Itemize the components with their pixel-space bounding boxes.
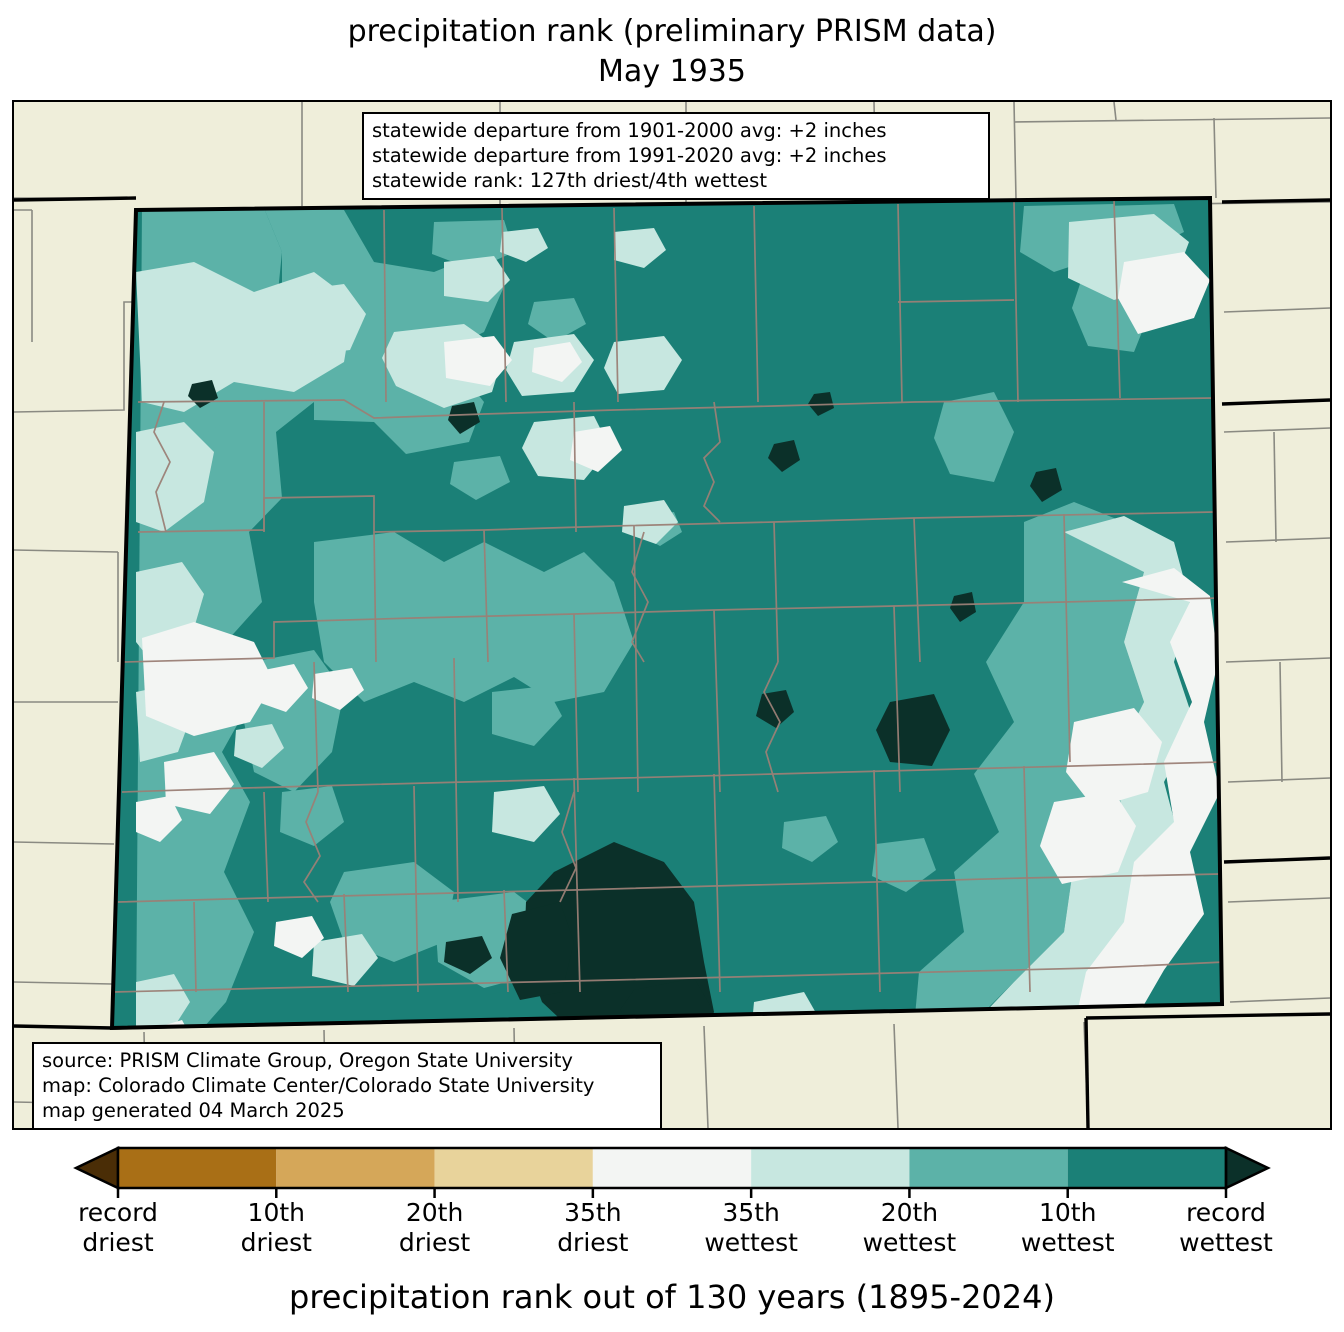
statewide-stats-box: statewide departure from 1901-2000 avg: …: [362, 112, 990, 200]
colorbar-segment-4: [751, 1148, 910, 1188]
colorbar-label-2-top: 20th: [405, 1198, 464, 1227]
colorbar-arrow-record-driest: [73, 1146, 120, 1190]
colorbar-label-5: 20th wettest: [819, 1198, 999, 1258]
source-line-1: source: PRISM Climate Group, Oregon Stat…: [42, 1049, 573, 1072]
colorbar-label-4: 35th wettest: [661, 1198, 841, 1258]
source-line-2: map: Colorado Climate Center/Colorado St…: [42, 1074, 595, 1097]
colorbar-label-3-bottom: driest: [557, 1228, 629, 1257]
colorbar-label-0-top: record: [78, 1198, 158, 1227]
colorbar-label-6-bottom: wettest: [1020, 1228, 1115, 1257]
colorado-precipitation-rank-map: [14, 102, 1330, 1128]
colorbar-label-1-top: 10th: [247, 1198, 306, 1227]
colorbar-label-3: 35th driest: [503, 1198, 683, 1258]
colorbar-label-0-bottom: driest: [82, 1228, 154, 1257]
colorbar-label-7: record wettest: [1136, 1198, 1316, 1258]
colorbar-label-2: 20th driest: [345, 1198, 525, 1258]
colorbar-label-0: record driest: [28, 1198, 208, 1258]
colorbar-segment-3: [592, 1148, 752, 1188]
title-line-2: May 1935: [598, 54, 746, 89]
page-title: precipitation rank (preliminary PRISM da…: [0, 12, 1344, 92]
colorbar-label-5-top: 20th: [880, 1198, 939, 1227]
colorbar-segment-6: [1067, 1148, 1226, 1188]
source-credits-box: source: PRISM Climate Group, Oregon Stat…: [32, 1042, 662, 1130]
colorbar: record driest 10th driest 20th driest 35th drie…: [0, 1140, 1344, 1270]
fill-record-wettest: [188, 380, 1062, 1028]
county-borders: [113, 199, 1222, 993]
map-frame: [12, 100, 1332, 1130]
colorbar-label-5-bottom: wettest: [862, 1228, 957, 1257]
colorbar-segment-0: [118, 1148, 277, 1188]
colorbar-label-4-top: 35th: [722, 1198, 780, 1227]
source-line-3: map generated 04 March 2025: [42, 1099, 345, 1122]
colorbar-label-1-bottom: driest: [240, 1228, 312, 1257]
colorado-state-outline: [109, 195, 1225, 1031]
colorbar-swatches: [73, 1146, 1271, 1198]
colorbar-segment-2: [434, 1148, 593, 1188]
colorbar-label-1: 10th driest: [186, 1198, 366, 1258]
colorbar-label-7-bottom: wettest: [1179, 1228, 1273, 1257]
stats-line-1: statewide departure from 1901-2000 avg: …: [372, 119, 887, 142]
colorbar-label-6-top: 10th: [1038, 1198, 1097, 1227]
colorado-raster: [112, 198, 1222, 1028]
colorbar-label-2-bottom: driest: [398, 1228, 471, 1257]
colorbar-segment-1: [276, 1148, 435, 1188]
title-line-1: precipitation rank (preliminary PRISM da…: [347, 14, 997, 49]
colorbar-caption: precipitation rank out of 130 years (189…: [289, 1278, 1055, 1316]
stats-line-2: statewide departure from 1991-2020 avg: …: [372, 144, 887, 167]
colorbar-arrow-record-wettest: [1224, 1146, 1271, 1190]
colorbar-label-7-top: record: [1186, 1198, 1266, 1227]
colorbar-label-3-top: 35th: [564, 1198, 622, 1227]
colorbar-outline: [116, 1146, 1228, 1190]
colorbar-label-4-bottom: wettest: [704, 1228, 798, 1257]
colorbar-tick-labels: record driest 10th driest 20th driest 35th drie…: [0, 1198, 1344, 1268]
stats-line-3: statewide rank: 127th driest/4th wettest: [372, 169, 767, 192]
colorbar-label-6: 10th wettest: [978, 1198, 1158, 1258]
colorbar-segment-5: [909, 1148, 1068, 1188]
